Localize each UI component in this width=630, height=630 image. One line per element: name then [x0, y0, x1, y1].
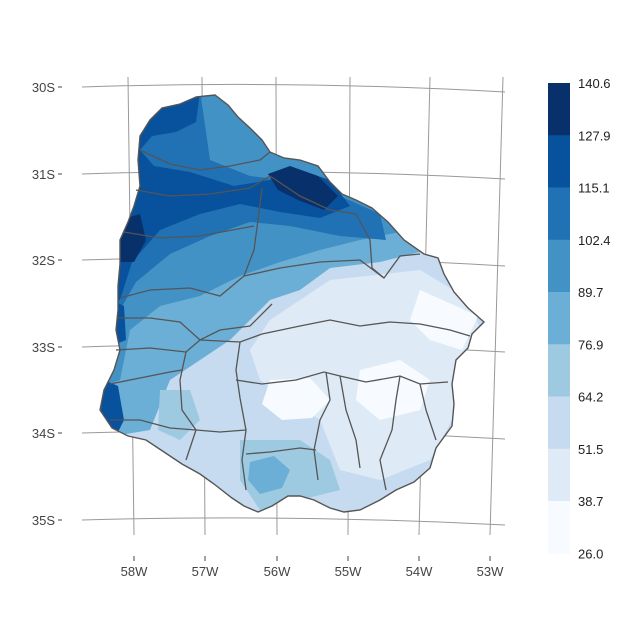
legend-label: 115.1: [578, 181, 610, 196]
lat-tick-label: 30S: [32, 80, 55, 95]
graticule-lat-30: [81, 83, 506, 93]
legend-swatch: [548, 187, 570, 241]
legend-swatch: [548, 448, 570, 502]
legend-swatch: [548, 292, 570, 345]
lon-tick-label: 56W: [264, 564, 291, 579]
legend-swatch: [548, 396, 570, 450]
lon-tick-label: 54W: [406, 564, 433, 579]
legend-swatch: [548, 135, 570, 188]
legend-label: 51.5: [578, 442, 603, 457]
lon-tick-label: 58W: [121, 564, 148, 579]
lon-tick-label: 55W: [335, 564, 362, 579]
legend-label: 127.9: [578, 128, 611, 143]
legend-label: 102.4: [578, 233, 611, 248]
longitude-axis: 58W 57W 56W 55W 54W 53W: [121, 556, 504, 579]
legend-label: 38.7: [578, 494, 603, 509]
legend-label: 64.2: [578, 390, 603, 405]
legend-swatch: [548, 239, 570, 293]
legend-swatch: [548, 344, 570, 397]
lat-tick-label: 31S: [32, 167, 55, 182]
uruguay-outline: [99, 94, 486, 513]
lat-tick-label: 33S: [32, 340, 55, 355]
lon-tick-label: 53W: [477, 564, 504, 579]
lat-tick-label: 32S: [32, 253, 55, 268]
legend-label: 140.6: [578, 76, 611, 91]
legend-colorbar: 140.6 127.9 115.1 102.4 89.7 76.9 64.2 51.5 38.7…: [548, 76, 611, 561]
graticule-lat-35: [81, 517, 506, 526]
legend-label: 76.9: [578, 337, 603, 352]
lat-tick-label: 34S: [32, 426, 55, 441]
legend-swatch: [548, 83, 570, 136]
lon-tick-label: 57W: [192, 564, 219, 579]
department-boundaries: [109, 149, 471, 491]
legend-label: 89.7: [578, 285, 603, 300]
legend-swatch: [548, 501, 570, 554]
graticule-lon-53: [489, 76, 504, 536]
legend-label: 26.0: [578, 546, 603, 561]
lat-tick-label: 35S: [32, 513, 55, 528]
latitude-axis: 30S 31S 32S 33S 34S 35S: [32, 80, 62, 528]
